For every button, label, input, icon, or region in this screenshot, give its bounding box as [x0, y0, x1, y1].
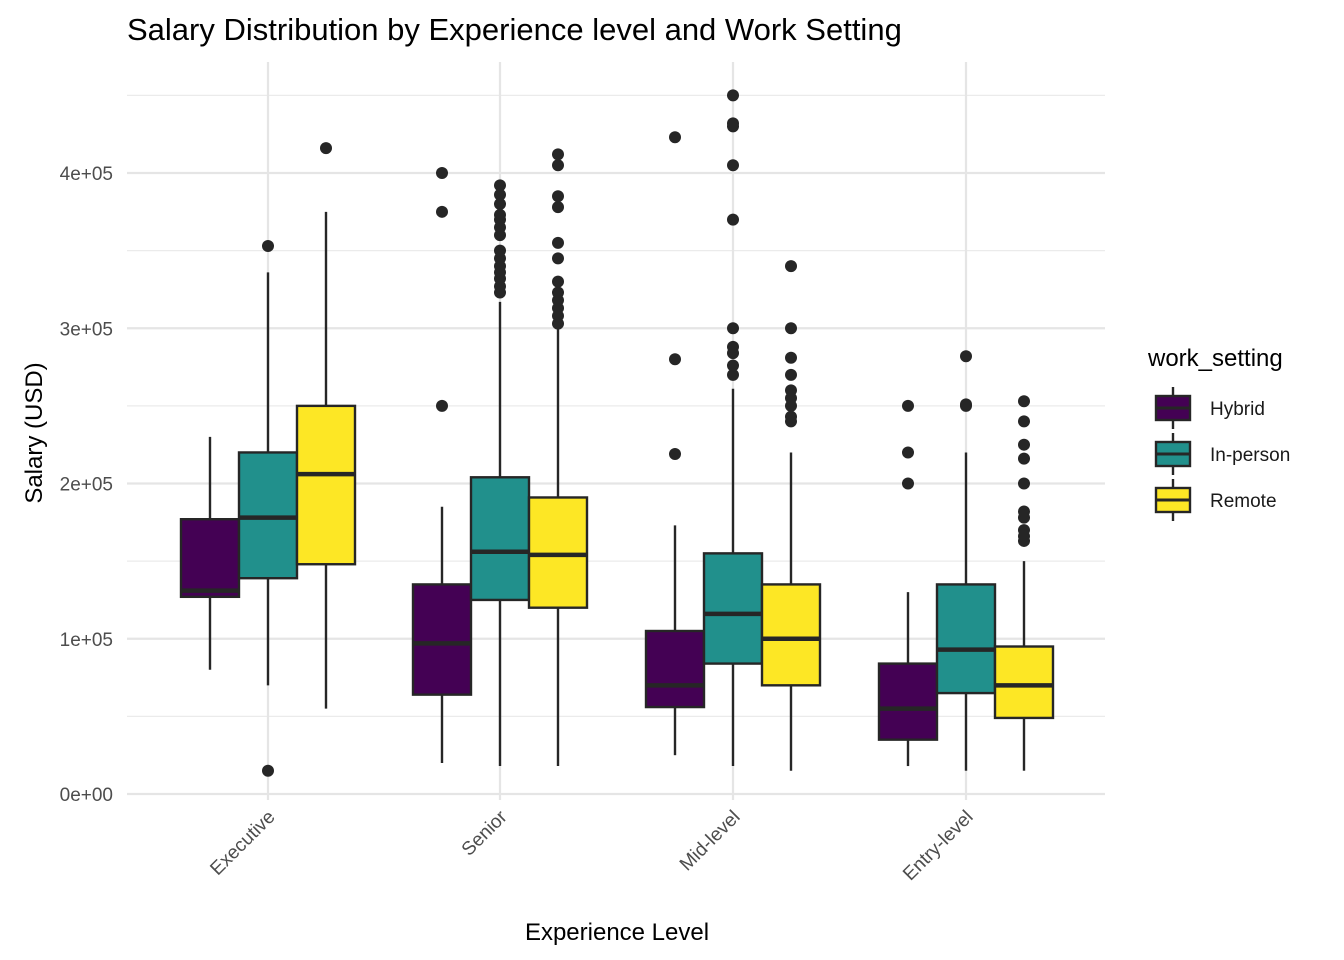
outlier-point [552, 148, 564, 161]
box-body [469, 476, 531, 602]
outlier-point [727, 368, 739, 381]
outlier-point [960, 350, 972, 363]
outlier-point [1018, 505, 1030, 518]
outlier-point [669, 448, 681, 461]
legend-item-hybrid: Hybrid [1154, 387, 1265, 429]
y-axis: 0e+00 1e+05 2e+05 3e+05 4e+05 [60, 164, 113, 806]
outlier-point [1018, 452, 1030, 465]
outlier-point [727, 117, 739, 130]
y-tick-label: 0e+00 [60, 785, 113, 806]
box-remote-senior [527, 148, 589, 767]
outlier-point [1018, 415, 1030, 428]
x-tick-label: Senior [458, 806, 512, 860]
outlier-point [494, 198, 506, 211]
outlier-point [494, 179, 506, 192]
box-body [237, 451, 299, 580]
outlier-point [494, 244, 506, 257]
x-tick-label: Entry-level [899, 807, 977, 885]
box-body [702, 552, 764, 665]
legend-label: In-person [1210, 445, 1290, 466]
x-tick-label: Executive [206, 807, 279, 880]
y-tick-label: 2e+05 [60, 475, 113, 496]
box-plots [179, 89, 1055, 777]
box-body [877, 662, 939, 741]
box-in-person-entry-level [935, 350, 997, 771]
box-body [935, 583, 997, 695]
y-axis-title: Salary (USD) [21, 362, 48, 503]
outlier-point [320, 142, 332, 155]
legend: work_setting Hybrid In-person Remote [1147, 345, 1290, 521]
box-hybrid-mid-level [644, 131, 706, 756]
outlier-point [552, 286, 564, 299]
box-body [644, 629, 706, 709]
y-tick-label: 1e+05 [60, 630, 113, 651]
outlier-point [436, 167, 448, 179]
outlier-point [727, 322, 739, 335]
box-remote-entry-level [993, 395, 1055, 771]
y-tick-label: 3e+05 [60, 319, 113, 340]
outlier-point [727, 159, 739, 172]
outlier-point [1018, 438, 1030, 451]
y-tick-label: 4e+05 [60, 164, 113, 185]
x-tick-label: Mid-level [676, 807, 745, 876]
outlier-point [727, 89, 739, 102]
outlier-point [902, 446, 914, 459]
outlier-point [785, 322, 797, 335]
outlier-point [785, 351, 797, 364]
outlier-point [902, 399, 914, 412]
x-axis: Executive Senior Mid-level Entry-level [206, 806, 977, 885]
box-body [411, 583, 473, 696]
outlier-point [727, 213, 739, 226]
box-hybrid-entry-level [877, 399, 939, 767]
box-body [760, 583, 822, 687]
outlier-point [262, 239, 274, 252]
box-in-person-senior [469, 179, 531, 767]
legend-item-remote: Remote [1154, 479, 1277, 521]
outlier-point [436, 205, 448, 218]
x-axis-title: Experience Level [525, 919, 709, 946]
outlier-point [552, 236, 564, 249]
outlier-point [1018, 477, 1030, 490]
box-body [993, 645, 1055, 720]
outlier-point [785, 368, 797, 381]
box-in-person-mid-level [702, 89, 764, 767]
box-remote-mid-level [760, 260, 822, 771]
outlier-point [552, 159, 564, 172]
box-body [295, 404, 357, 566]
legend-title: work_setting [1147, 345, 1283, 372]
outlier-point [902, 477, 914, 490]
outlier-point [727, 359, 739, 372]
box-body [179, 518, 241, 599]
outlier-point [960, 398, 972, 411]
box-in-person-executive [237, 239, 299, 777]
outlier-point [552, 190, 564, 203]
legend-item-in-person: In-person [1154, 433, 1290, 475]
legend-label: Remote [1210, 491, 1277, 512]
outlier-point [669, 131, 681, 144]
outlier-point [262, 764, 274, 777]
outlier-point [785, 260, 797, 273]
outlier-point [552, 201, 564, 214]
outlier-point [436, 399, 448, 412]
box-hybrid-senior [411, 167, 473, 763]
outlier-point [785, 384, 797, 397]
outlier-point [494, 188, 506, 201]
outlier-point [552, 252, 564, 265]
outlier-point [552, 275, 564, 288]
legend-label: Hybrid [1210, 399, 1265, 420]
box-body [527, 496, 589, 609]
outlier-point [727, 340, 739, 353]
outlier-point [494, 208, 506, 221]
outlier-point [669, 353, 681, 366]
box-remote-executive [295, 142, 357, 709]
outlier-point [1018, 524, 1030, 537]
chart-title: Salary Distribution by Experience level … [127, 12, 902, 47]
outlier-point [785, 410, 797, 423]
outlier-point [1018, 395, 1030, 408]
box-hybrid-executive [179, 436, 241, 670]
